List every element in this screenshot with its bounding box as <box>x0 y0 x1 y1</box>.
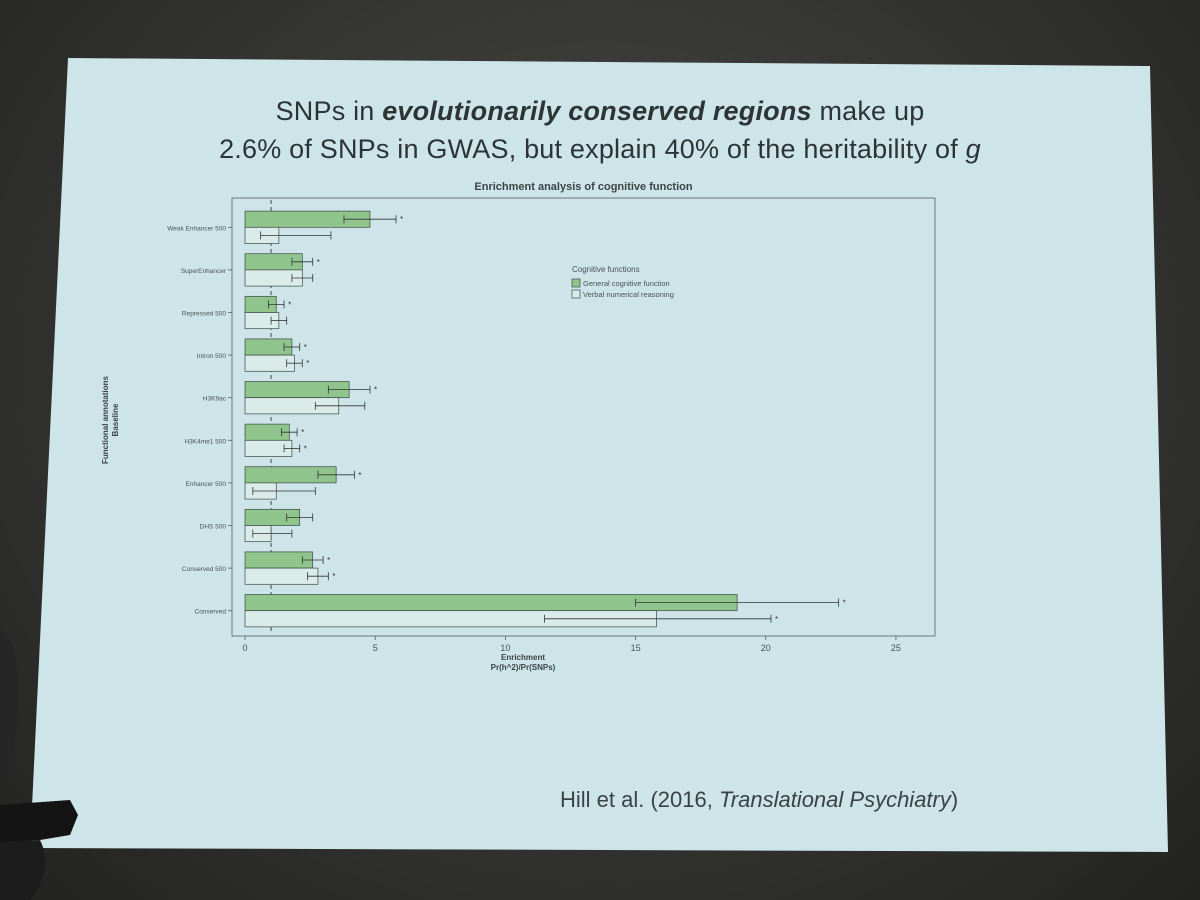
title-emphasis: evolutionarily conserved regions <box>382 96 812 126</box>
significance-marker: * <box>775 615 778 624</box>
citation-text: Hill et al. (2016, <box>560 787 719 812</box>
significance-marker: * <box>304 444 307 453</box>
x-tick-label: 0 <box>243 643 248 653</box>
y-tick-label: Intron 500 <box>197 353 227 360</box>
legend-label: General cognitive function <box>583 279 670 288</box>
x-tick-label: 25 <box>891 643 901 653</box>
significance-marker: * <box>327 556 330 565</box>
slide-title-line1: SNPs in evolutionarily conserved regions… <box>150 92 1050 130</box>
title-emphasis: g <box>965 134 981 164</box>
significance-marker: * <box>304 343 307 352</box>
y-tick-label: H3K9ac <box>203 396 227 403</box>
significance-marker: * <box>317 258 320 267</box>
y-tick-label: Repressed 500 <box>182 311 226 318</box>
y-tick-label: Enhancer 500 <box>186 481 227 488</box>
plot-frame <box>231 197 936 637</box>
y-tick-label: H3K4me1 500 <box>184 438 226 445</box>
significance-marker: * <box>301 428 304 437</box>
legend-label: Verbal numerical reasoning <box>583 290 674 299</box>
significance-marker: * <box>374 386 377 395</box>
significance-marker: * <box>400 215 403 224</box>
significance-marker: * <box>288 300 291 309</box>
slide-title: SNPs in evolutionarily conserved regions… <box>150 92 1050 168</box>
significance-marker: * <box>358 471 361 480</box>
legend-swatch <box>571 289 581 299</box>
x-tick-label: 15 <box>631 643 641 653</box>
y-tick-label: SuperEnhancer <box>181 268 227 275</box>
y-tick-label: Weak Enhancer 500 <box>167 225 226 232</box>
x-axis-label: Pr(h^2)/Pr(SNPs) <box>491 663 556 672</box>
x-tick-label: 10 <box>500 643 510 653</box>
chart-title: Enrichment analysis of cognitive functio… <box>474 181 692 193</box>
y-tick-label: Conserved <box>195 609 227 616</box>
slide-title-line2: 2.6% of SNPs in GWAS, but explain 40% of… <box>150 130 1050 168</box>
citation-text: ) <box>950 787 959 812</box>
significance-marker: * <box>332 572 335 581</box>
citation: Hill et al. (2016, Translational Psychia… <box>560 787 958 813</box>
legend-title: Cognitive functions <box>572 265 640 274</box>
y-tick-label: Conserved 500 <box>182 566 226 573</box>
y-axis-label: Baseline <box>111 403 120 436</box>
y-tick-label: DHS 500 <box>200 524 227 531</box>
title-text: make up <box>811 96 925 126</box>
significance-marker: * <box>843 599 846 608</box>
title-text: 2.6% of SNPs in GWAS, but explain 40% of… <box>219 134 966 164</box>
significance-marker: * <box>306 359 309 368</box>
x-axis-label: Enrichment <box>501 653 545 662</box>
title-text: SNPs in <box>275 96 383 126</box>
y-axis-label: Functional annotations <box>101 375 110 464</box>
x-tick-label: 5 <box>373 643 378 653</box>
x-tick-label: 20 <box>761 643 771 653</box>
legend-swatch <box>571 278 581 288</box>
citation-journal: Translational Psychiatry <box>718 787 951 812</box>
